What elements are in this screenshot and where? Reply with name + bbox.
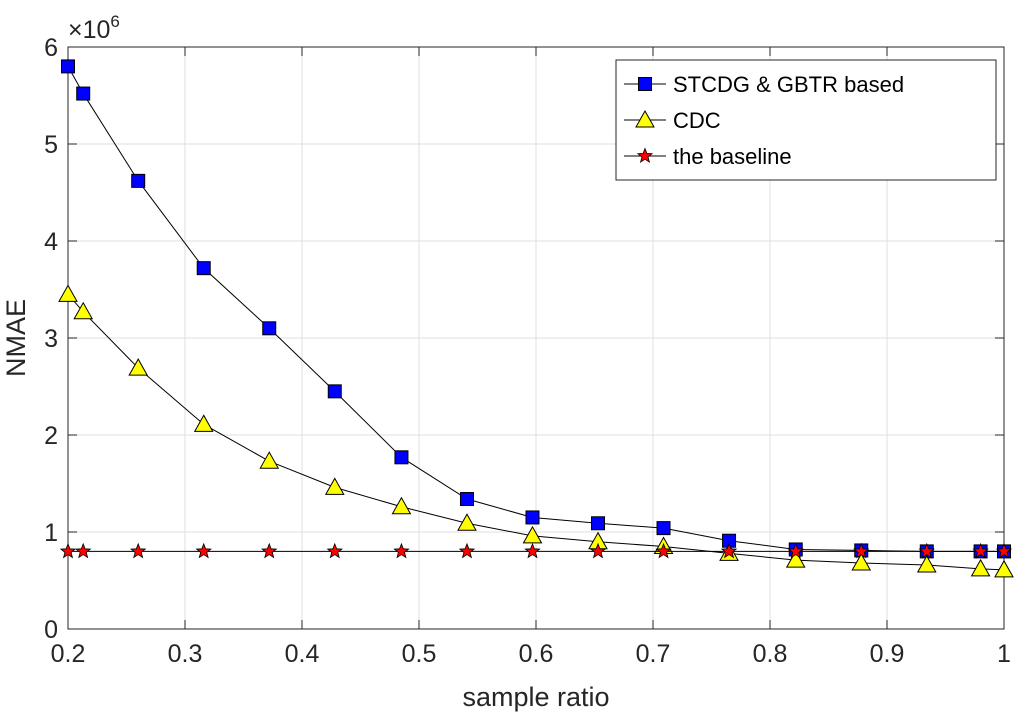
data-point bbox=[58, 284, 78, 302]
data-point bbox=[851, 553, 872, 571]
data-point bbox=[916, 554, 937, 573]
data-point bbox=[656, 521, 671, 536]
y-tick-label: 0 bbox=[44, 616, 58, 644]
x-axis-label: sample ratio bbox=[462, 682, 609, 712]
data-point bbox=[458, 542, 476, 559]
data-point bbox=[324, 477, 345, 495]
y-axis-label: NMAE bbox=[1, 299, 31, 377]
data-point bbox=[128, 358, 149, 376]
data-point bbox=[73, 301, 94, 320]
legend-label: STCDG & GBTR based bbox=[673, 72, 904, 97]
data-point bbox=[261, 542, 278, 559]
y-tick-label: 6 bbox=[44, 34, 58, 62]
x-tick-label: 0.9 bbox=[870, 640, 905, 668]
data-point bbox=[76, 86, 91, 101]
data-point bbox=[918, 542, 935, 559]
legend-entry: STCDG & GBTR based bbox=[624, 72, 904, 97]
x-tick-label: 1 bbox=[997, 640, 1011, 668]
legend-marker bbox=[636, 147, 654, 163]
x-tick-label: 0.4 bbox=[285, 640, 320, 668]
x-tick-label: 0.5 bbox=[402, 640, 437, 668]
x-tick-label: 0.3 bbox=[168, 640, 203, 668]
data-point bbox=[853, 542, 870, 559]
data-point bbox=[59, 542, 77, 559]
series-2 bbox=[59, 542, 1013, 559]
legend-marker bbox=[635, 109, 655, 128]
data-point bbox=[787, 542, 804, 559]
x-tick-label: 0.2 bbox=[51, 640, 86, 668]
y-exponent: ×106 bbox=[68, 12, 120, 44]
y-exponent-base: ×10 bbox=[68, 16, 110, 44]
legend-label: CDC bbox=[673, 108, 721, 133]
data-point bbox=[972, 542, 989, 559]
y-tick-label: 1 bbox=[44, 519, 58, 547]
data-point bbox=[391, 496, 412, 515]
data-point bbox=[457, 513, 477, 531]
x-tick-label: 0.8 bbox=[753, 640, 788, 668]
data-point bbox=[130, 542, 147, 559]
data-point bbox=[394, 450, 409, 465]
data-point bbox=[524, 542, 541, 559]
data-point bbox=[131, 173, 146, 188]
data-point bbox=[259, 451, 280, 469]
x-ticks: 0.2 0.3 0.4 0.5 0.6 0.7 0.8 0.9 1 bbox=[51, 47, 1011, 668]
y-exponent-power: 6 bbox=[110, 12, 119, 31]
data-point bbox=[970, 558, 991, 577]
legend: STCDG & GBTR based CDC the baseline bbox=[615, 59, 997, 181]
data-point bbox=[720, 542, 738, 559]
data-point bbox=[195, 542, 212, 559]
data-point bbox=[196, 261, 211, 276]
legend-entries: STCDG & GBTR based CDC the baseline bbox=[624, 72, 904, 169]
y-tick-label: 2 bbox=[44, 422, 58, 450]
data-point bbox=[75, 542, 92, 559]
x-tick-label: 0.6 bbox=[519, 640, 554, 668]
data-point bbox=[326, 542, 343, 559]
legend-marker bbox=[638, 77, 652, 91]
y-tick-label: 5 bbox=[44, 131, 58, 159]
data-point bbox=[591, 516, 606, 531]
x-tick-label: 0.7 bbox=[636, 640, 671, 668]
y-ticks: 0 1 2 3 4 5 6 bbox=[44, 34, 1004, 644]
y-tick-label: 3 bbox=[44, 325, 58, 353]
data-point bbox=[459, 492, 474, 507]
legend-label: the baseline bbox=[673, 144, 792, 169]
data-point bbox=[327, 384, 342, 399]
data-point bbox=[994, 559, 1014, 578]
legend-entry: the baseline bbox=[624, 144, 792, 169]
series-layer bbox=[58, 59, 1014, 578]
data-point bbox=[61, 59, 75, 74]
data-point bbox=[393, 542, 410, 559]
legend-entry: CDC bbox=[624, 108, 721, 133]
data-point bbox=[785, 550, 806, 568]
data-point bbox=[525, 510, 540, 525]
data-point bbox=[193, 414, 214, 432]
data-point bbox=[262, 321, 277, 336]
legend-box bbox=[615, 59, 997, 181]
data-point bbox=[655, 542, 672, 559]
data-point bbox=[995, 542, 1013, 559]
y-tick-label: 4 bbox=[44, 228, 58, 256]
data-point bbox=[589, 542, 607, 559]
